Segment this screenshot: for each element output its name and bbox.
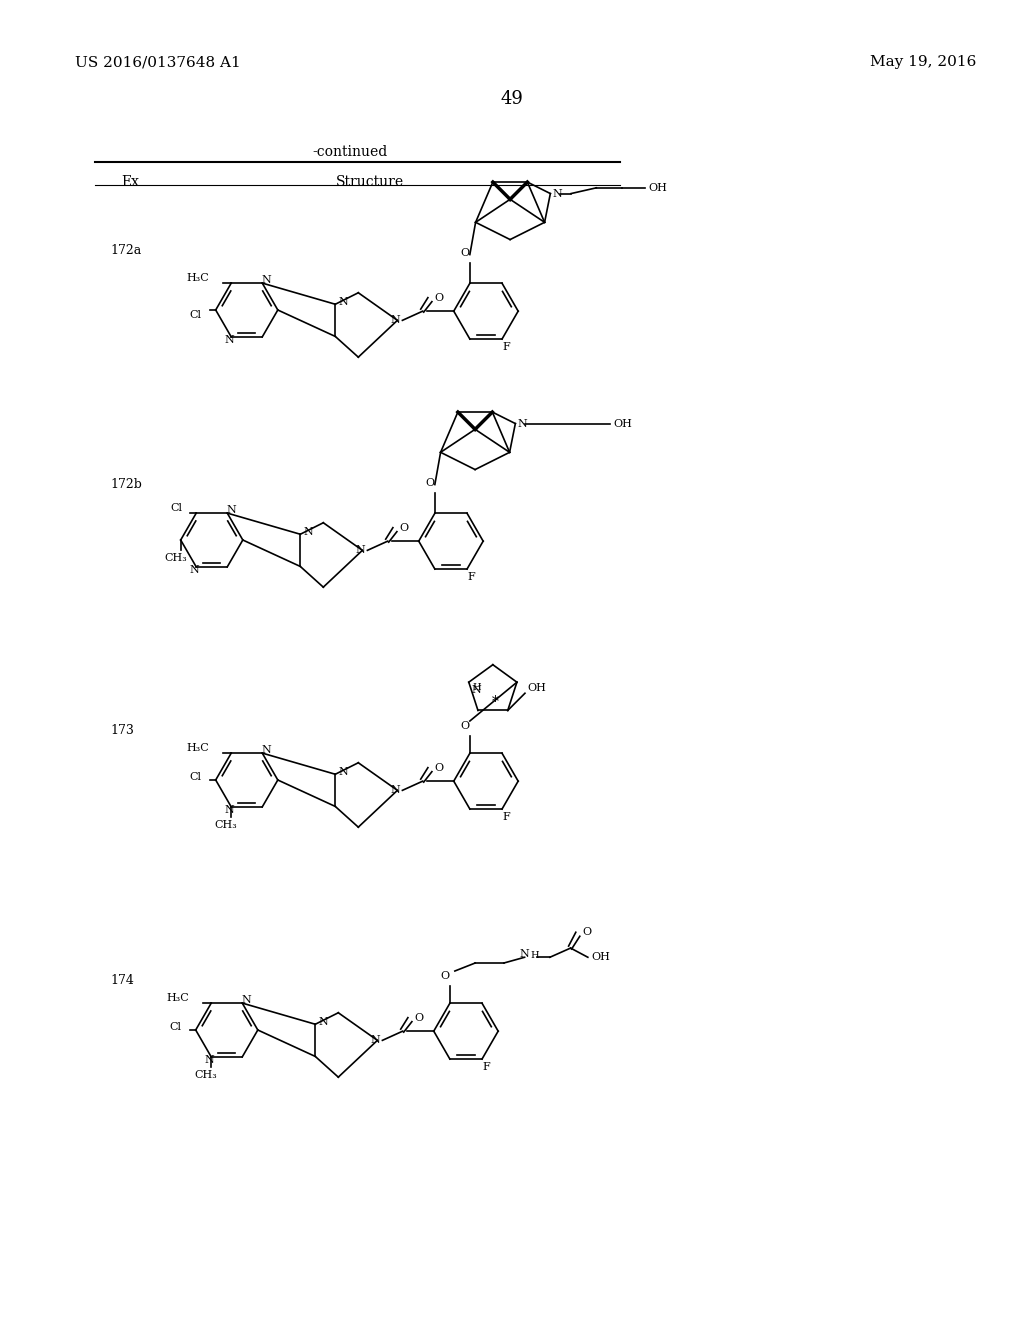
Text: O: O xyxy=(415,1012,424,1023)
Text: *: * xyxy=(493,696,499,709)
Text: N: N xyxy=(338,767,348,777)
Text: N: N xyxy=(390,785,400,796)
Text: N: N xyxy=(355,545,366,556)
Text: N: N xyxy=(390,315,400,325)
Text: N: N xyxy=(318,1018,328,1027)
Text: May 19, 2016: May 19, 2016 xyxy=(870,55,976,69)
Text: CH₃: CH₃ xyxy=(164,553,187,564)
Text: Structure: Structure xyxy=(336,176,404,189)
Text: O: O xyxy=(583,927,592,937)
Text: OH: OH xyxy=(613,418,632,429)
Text: O: O xyxy=(440,972,450,981)
Text: N: N xyxy=(261,275,271,285)
Text: N: N xyxy=(371,1035,380,1045)
Text: N: N xyxy=(303,527,313,537)
Text: F: F xyxy=(482,1063,489,1072)
Text: N: N xyxy=(189,565,199,576)
Text: O: O xyxy=(460,248,469,257)
Text: 174: 174 xyxy=(110,974,134,986)
Text: O: O xyxy=(434,293,443,302)
Text: N: N xyxy=(261,744,271,755)
Text: 49: 49 xyxy=(501,90,523,108)
Text: 173: 173 xyxy=(110,723,134,737)
Text: CH₃: CH₃ xyxy=(195,1071,217,1080)
Text: H₃C: H₃C xyxy=(186,273,209,282)
Text: F: F xyxy=(502,812,510,822)
Text: H: H xyxy=(472,682,481,692)
Text: O: O xyxy=(399,523,409,533)
Text: -continued: -continued xyxy=(312,145,388,158)
Text: N: N xyxy=(242,995,251,1005)
Text: F: F xyxy=(467,572,475,582)
Text: N: N xyxy=(224,335,234,345)
Text: Cl: Cl xyxy=(189,310,202,319)
Text: 172b: 172b xyxy=(110,479,142,491)
Text: O: O xyxy=(425,478,434,487)
Text: US 2016/0137648 A1: US 2016/0137648 A1 xyxy=(75,55,241,69)
Text: F: F xyxy=(502,342,510,352)
Text: N: N xyxy=(517,418,527,429)
Text: OH: OH xyxy=(648,182,667,193)
Text: H: H xyxy=(530,950,539,960)
Text: H₃C: H₃C xyxy=(186,743,209,754)
Text: O: O xyxy=(434,763,443,772)
Text: OH: OH xyxy=(592,952,610,962)
Text: N: N xyxy=(226,506,237,515)
Text: CH₃: CH₃ xyxy=(215,820,238,830)
Text: Ex: Ex xyxy=(121,176,139,189)
Text: N: N xyxy=(338,297,348,308)
Text: Cl: Cl xyxy=(189,772,202,781)
Text: O: O xyxy=(460,721,469,731)
Text: N: N xyxy=(205,1055,214,1065)
Text: N: N xyxy=(553,189,562,198)
Text: OH: OH xyxy=(527,684,547,693)
Text: N: N xyxy=(520,949,529,960)
Text: 172a: 172a xyxy=(110,243,141,256)
Text: N: N xyxy=(224,805,234,814)
Text: H₃C: H₃C xyxy=(167,993,189,1003)
Text: Cl: Cl xyxy=(170,503,182,513)
Text: Cl: Cl xyxy=(170,1022,181,1032)
Text: N: N xyxy=(472,685,481,696)
